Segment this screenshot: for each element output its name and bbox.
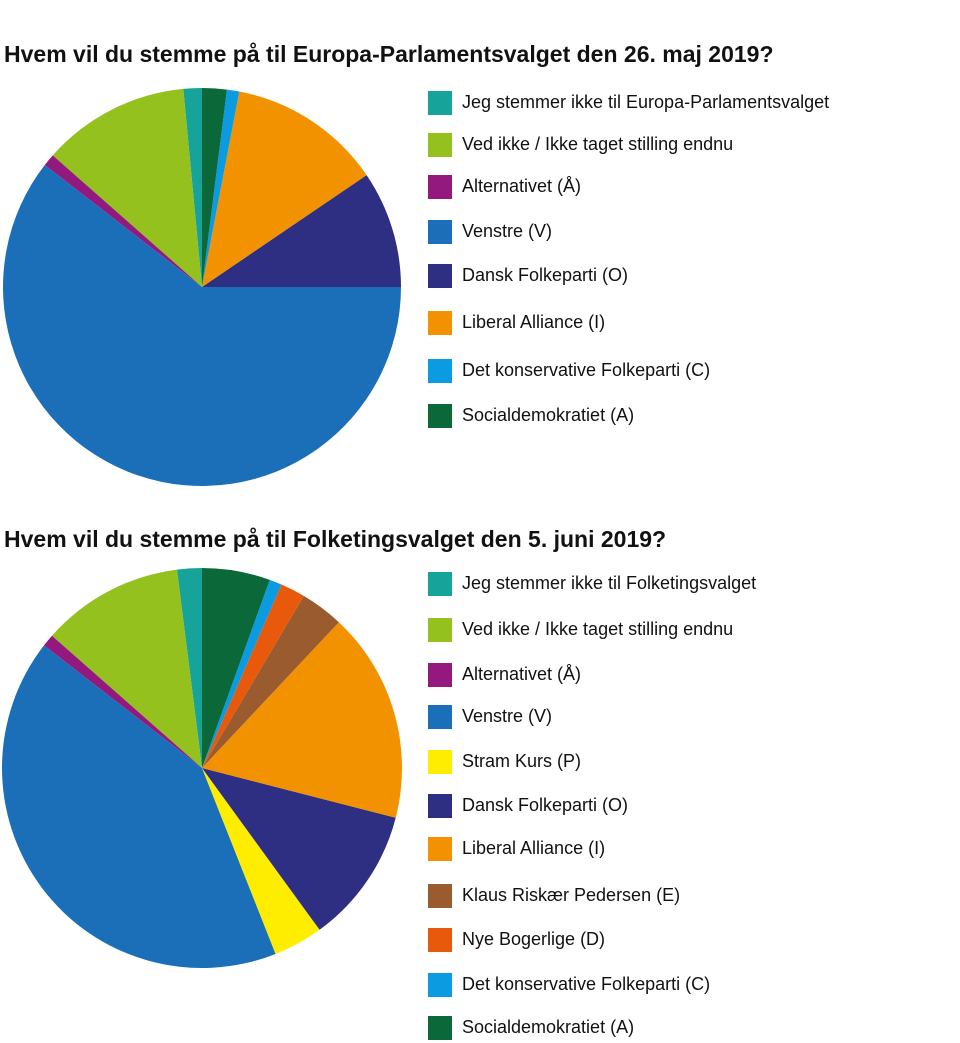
pie-slice — [202, 88, 227, 287]
legend-label: Det konservative Folkeparti (C) — [462, 360, 710, 380]
legend-label: Ved ikke / Ikke taget stilling endnu — [462, 619, 733, 639]
pie-slice — [3, 165, 402, 486]
pie-slice — [44, 155, 202, 287]
pie-slice — [52, 88, 202, 287]
legend-label: Alternativet (Å) — [462, 664, 581, 684]
legend-label: Stram Kurs (P) — [462, 751, 581, 771]
pie-slice — [202, 89, 240, 287]
pie-slice — [43, 635, 203, 768]
pie-slice — [202, 91, 367, 287]
legend-label: Liberal Alliance (I) — [462, 312, 605, 332]
legend-swatch — [428, 618, 452, 642]
pie-slice — [202, 622, 402, 818]
chart-title: Hvem vil du stemme på til Folketingsvalg… — [4, 526, 666, 552]
legend-label: Jeg stemmer ikke til Folketingsvalget — [462, 573, 756, 593]
legend-swatch — [428, 928, 452, 952]
legend-label: Det konservative Folkeparti (C) — [462, 974, 710, 994]
legend-label: Socialdemokratiet (A) — [462, 405, 634, 425]
legend-label: Dansk Folkeparti (O) — [462, 795, 628, 815]
legend-swatch — [428, 572, 452, 596]
pie-slice — [202, 584, 304, 768]
legend-swatch — [428, 973, 452, 997]
legend-swatch — [428, 175, 452, 199]
legend-swatch — [428, 750, 452, 774]
pie-slice — [51, 569, 203, 768]
legend-label: Alternativet (Å) — [462, 176, 581, 196]
pie-slice — [202, 175, 401, 287]
legend-swatch — [428, 705, 452, 729]
legend-swatch — [428, 404, 452, 428]
legend-label: Liberal Alliance (I) — [462, 838, 605, 858]
legend-swatch — [428, 663, 452, 687]
legend-label: Nye Bogerlige (D) — [462, 929, 605, 949]
legend-label: Dansk Folkeparti (O) — [462, 265, 628, 285]
legend-label: Klaus Riskær Pedersen (E) — [462, 885, 680, 905]
pie-slice — [183, 88, 202, 287]
legend-swatch — [428, 837, 452, 861]
legend-label: Venstre (V) — [462, 221, 552, 241]
pie-slice — [1, 645, 276, 969]
pie-slice — [202, 768, 396, 930]
legend-swatch — [428, 91, 452, 115]
legend-label: Ved ikke / Ikke taget stilling endnu — [462, 134, 733, 154]
legend-swatch — [428, 359, 452, 383]
pie-slice — [202, 579, 282, 768]
legend-label: Jeg stemmer ikke til Europa-Parlamentsva… — [462, 92, 829, 112]
legend-swatch — [428, 220, 452, 244]
pie-slice — [176, 568, 202, 768]
legend-label: Venstre (V) — [462, 706, 552, 726]
legend-label: Socialdemokratiet (A) — [462, 1017, 634, 1037]
legend-swatch — [428, 884, 452, 908]
pie-slice — [202, 595, 339, 768]
legend-swatch — [428, 133, 452, 157]
chart-title: Hvem vil du stemme på til Europa-Parlame… — [4, 41, 774, 67]
legend-swatch — [428, 1016, 452, 1040]
legend-swatch — [428, 794, 452, 818]
legend-swatch — [428, 264, 452, 288]
pie-slice — [202, 768, 320, 954]
legend-swatch — [428, 311, 452, 335]
pie-slice — [202, 568, 270, 768]
